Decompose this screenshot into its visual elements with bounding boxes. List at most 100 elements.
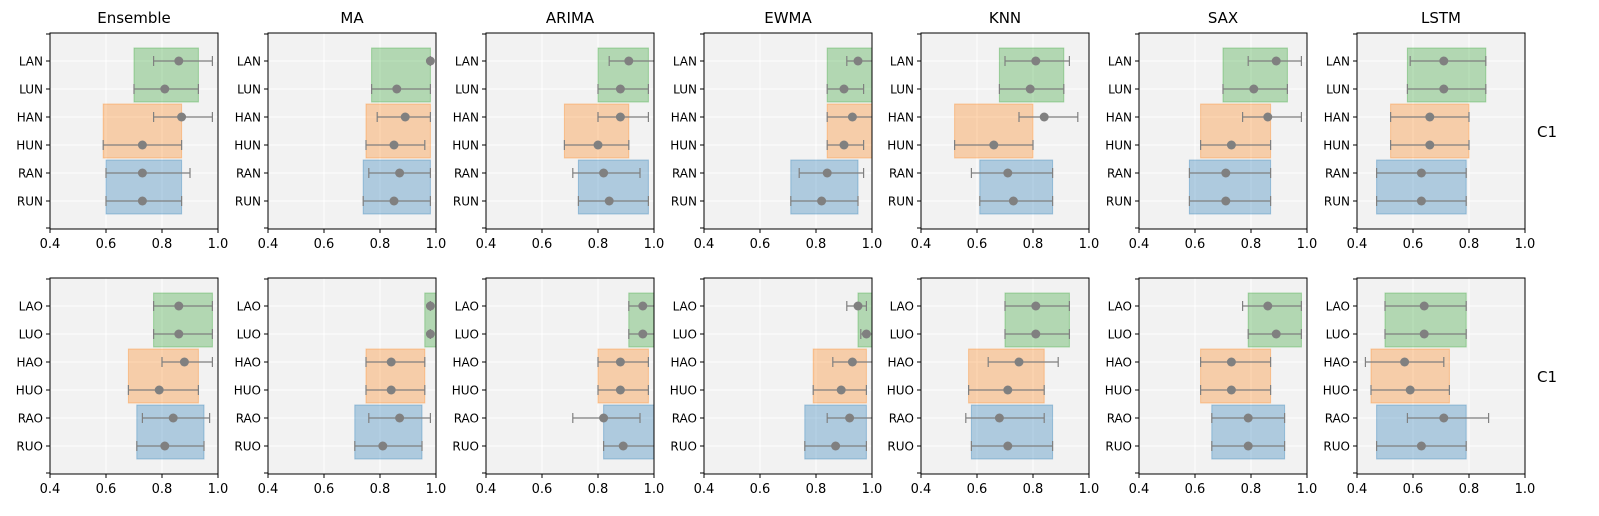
range-band-L	[1384, 292, 1467, 348]
x-tick-label: 0.4	[1129, 482, 1150, 497]
range-band-R	[970, 404, 1054, 460]
y-tick-label: RAN	[672, 167, 697, 181]
mean-point	[618, 441, 628, 451]
range-band-R	[1211, 404, 1286, 460]
y-tick-label: HUO	[452, 384, 479, 398]
mean-point	[137, 196, 147, 206]
mean-point	[1221, 196, 1231, 206]
mean-point	[392, 84, 402, 94]
mean-point	[1416, 168, 1426, 178]
plot-area	[486, 33, 654, 229]
x-tick-label: 1.0	[426, 237, 447, 252]
y-tick-label: HAN	[235, 111, 261, 125]
y-tick-label: HUO	[234, 384, 261, 398]
mean-point	[599, 168, 609, 178]
y-tick-label: RUN	[1324, 195, 1350, 209]
axes-frame	[703, 32, 873, 230]
mean-point	[1419, 301, 1429, 311]
mean-point	[1263, 301, 1273, 311]
mean-point	[1025, 84, 1035, 94]
y-tick-label: LUN	[19, 83, 43, 97]
y-tick-label: LUO	[19, 328, 43, 342]
x-tick-label: 0.6	[1403, 237, 1424, 252]
x-tick-label: 0.6	[750, 237, 771, 252]
x-tick-label: 0.4	[258, 482, 279, 497]
x-tick-label: 0.8	[588, 482, 609, 497]
subplot-0-0: LAN LUN HAN HUN RAN RUN 0.4 0.6 0.8 1.0 Ensemble	[16, 9, 228, 252]
x-tick-label: 0.8	[1459, 482, 1480, 497]
x-tick-label: 1.0	[1079, 482, 1100, 497]
y-tick-label: RAO	[236, 412, 261, 426]
mean-point	[1031, 329, 1041, 339]
mean-point	[174, 329, 184, 339]
range-band-L	[826, 47, 873, 103]
y-tick-label: LUO	[237, 328, 261, 342]
range-band-H	[365, 348, 426, 404]
mean-point	[853, 301, 863, 311]
mean-point	[1416, 196, 1426, 206]
range-band-L	[1406, 47, 1487, 103]
y-tick-label: RAN	[236, 167, 261, 181]
mean-point	[400, 112, 410, 122]
mean-point	[831, 441, 841, 451]
axes-frame	[920, 32, 1090, 230]
plot-area	[268, 33, 436, 229]
y-tick-label: LAN	[19, 55, 43, 69]
plot-area	[50, 278, 218, 474]
y-tick-label: LAN	[1326, 55, 1350, 69]
mean-point	[615, 84, 625, 94]
mean-point	[395, 413, 405, 423]
y-tick-label: HAO	[453, 356, 479, 370]
x-tick-label: 0.4	[476, 237, 497, 252]
axes-frame	[1356, 32, 1526, 230]
y-tick-label: HUN	[1105, 139, 1132, 153]
x-tick-label: 0.4	[40, 482, 61, 497]
mean-point	[177, 112, 187, 122]
y-tick-label: HAN	[17, 111, 43, 125]
x-tick-label: 0.6	[1403, 482, 1424, 497]
x-tick-label: 0.8	[1023, 482, 1044, 497]
x-tick-label: 0.4	[40, 237, 61, 252]
mean-point	[839, 140, 849, 150]
range-band-L	[153, 292, 213, 348]
y-tick-label: RUO	[16, 440, 43, 454]
y-tick-label: RUN	[453, 195, 479, 209]
plot-area	[50, 33, 218, 229]
range-band-H	[365, 103, 431, 159]
x-tick-label: 1.0	[862, 237, 883, 252]
y-tick-label: LUN	[237, 83, 261, 97]
mean-point	[817, 196, 827, 206]
y-tick-label: RAO	[1107, 412, 1132, 426]
mean-point	[386, 385, 396, 395]
plot-area	[704, 278, 872, 474]
axes-frame	[1356, 277, 1526, 475]
y-tick-label: HUN	[670, 139, 697, 153]
y-tick-label: RAO	[672, 412, 697, 426]
range-band-H	[968, 348, 1045, 404]
y-tick-label: RAO	[454, 412, 479, 426]
mean-point	[1031, 56, 1041, 66]
range-band-H	[102, 103, 183, 159]
y-tick-label: HAO	[888, 356, 914, 370]
mean-point	[1439, 413, 1449, 423]
mean-point	[1014, 357, 1024, 367]
mean-point	[822, 168, 832, 178]
subplot-title: KNN	[989, 9, 1021, 27]
axes-frame	[1138, 32, 1308, 230]
range-band-L	[628, 292, 655, 348]
row-label: C1	[1537, 123, 1557, 141]
mean-point	[1419, 329, 1429, 339]
subplot-title: LSTM	[1421, 9, 1461, 27]
mean-point	[168, 413, 178, 423]
mean-point	[615, 357, 625, 367]
x-tick-label: 1.0	[1297, 482, 1318, 497]
mean-point	[624, 56, 634, 66]
range-band-L	[1004, 292, 1070, 348]
subplot-title: Ensemble	[97, 9, 171, 27]
y-tick-label: LAO	[237, 300, 261, 314]
y-tick-label: RAO	[18, 412, 43, 426]
y-tick-label: HAN	[453, 111, 479, 125]
mean-point	[1039, 112, 1049, 122]
range-band-R	[577, 159, 649, 215]
y-tick-label: RUO	[452, 440, 479, 454]
